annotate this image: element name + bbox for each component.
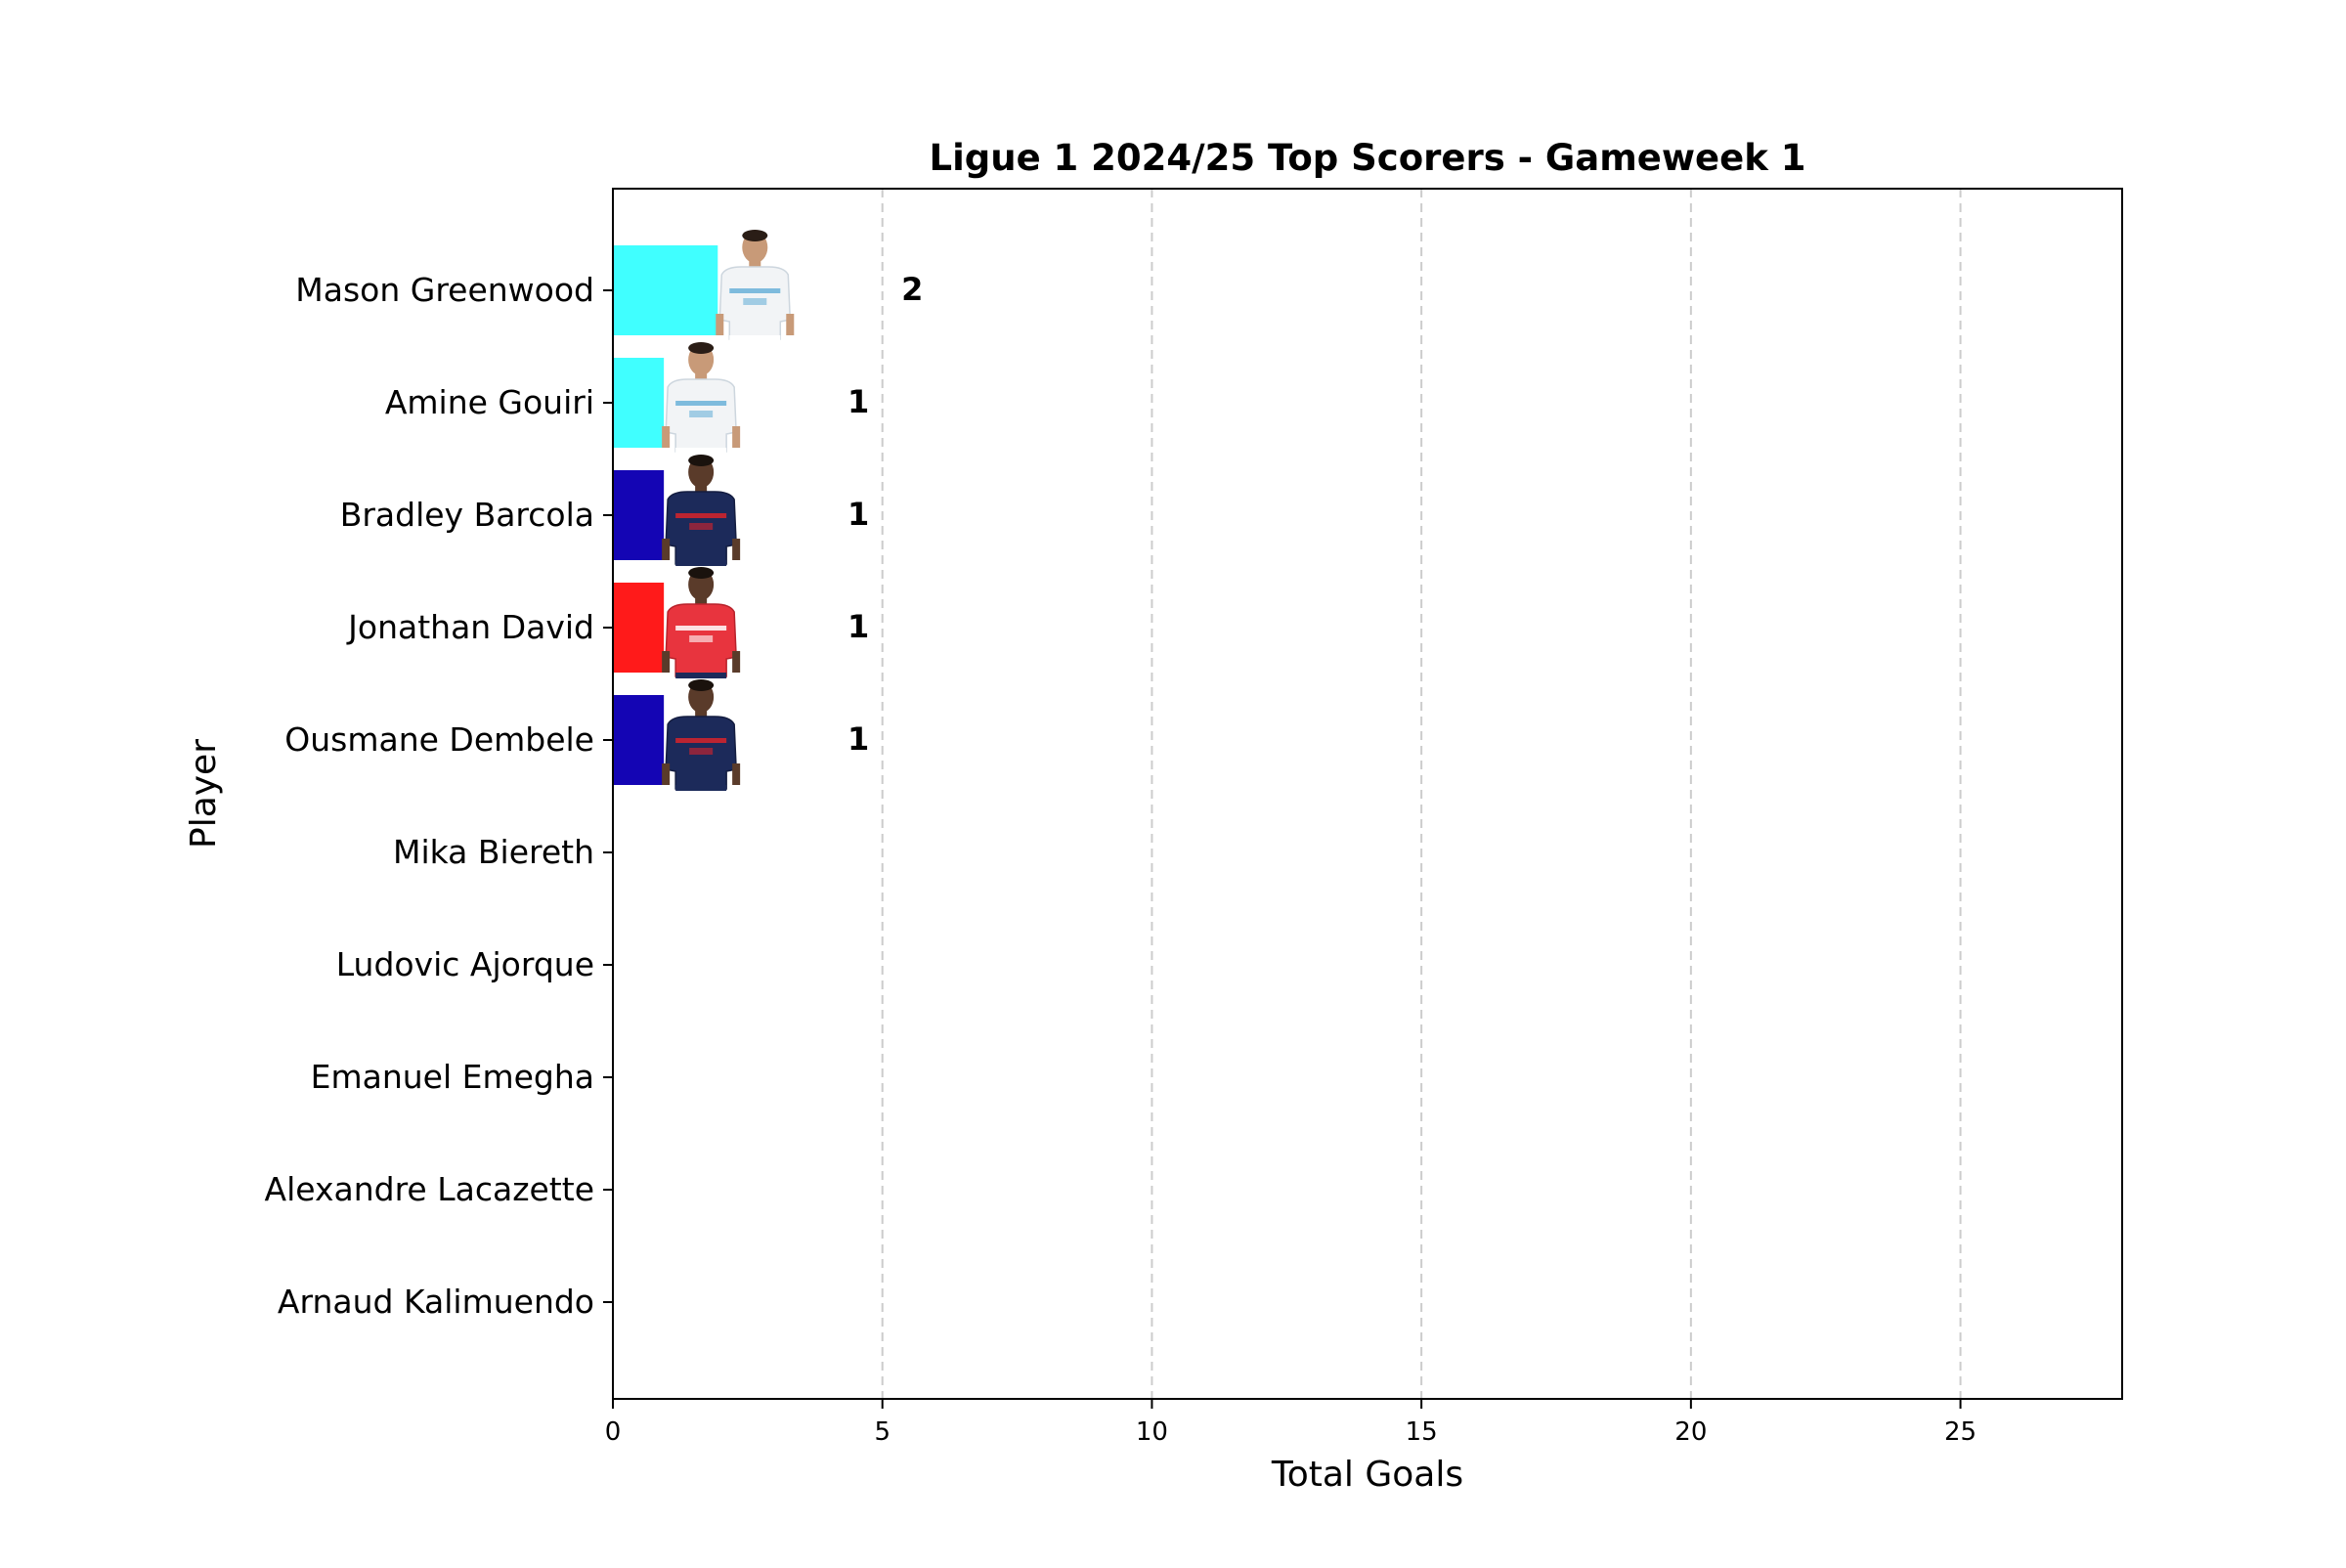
player-arm-right (732, 426, 741, 448)
y-tick-label: Mason Greenwood (295, 271, 594, 309)
shirt-stripe (675, 738, 727, 743)
y-tick-label: Ludovic Ajorque (336, 945, 594, 983)
shirt-sponsor (689, 635, 714, 642)
player-arm-left (662, 426, 671, 448)
player-hair (742, 230, 768, 241)
player-arm-right (786, 314, 795, 335)
player-photo-icon (662, 567, 741, 680)
player-neck (749, 261, 761, 269)
x-tick-label: 25 (1944, 1417, 1977, 1447)
x-tick-label: 15 (1406, 1417, 1438, 1447)
shirt-sponsor (743, 298, 767, 305)
plot-frame (612, 188, 2123, 1400)
x-tick-label: 10 (1136, 1417, 1168, 1447)
value-label: 1 (847, 383, 869, 420)
y-ticks-layer: Mason Greenwood Amine Gouiri Bradley Barco… (265, 271, 613, 1321)
y-tick-label: Arnaud Kalimuendo (278, 1283, 594, 1321)
player-shorts (675, 560, 727, 566)
player-shorts (675, 448, 727, 454)
chart-title: Ligue 1 2024/25 Top Scorers - Gameweek 1 (930, 137, 1806, 179)
player-photo-icon (662, 679, 741, 793)
shirt-stripe (729, 288, 781, 293)
player-photo-icon (662, 342, 741, 456)
player-neck (695, 711, 708, 719)
x-tick-label: 20 (1674, 1417, 1707, 1447)
bars-layer (613, 245, 721, 785)
value-labels-layer: 2 1 1 1 1 (847, 271, 923, 758)
player-shorts (729, 335, 781, 341)
value-label: 1 (847, 496, 869, 533)
x-axis-label: Total Goals (1271, 1455, 1463, 1495)
value-label: 1 (847, 720, 869, 758)
player-arm-left (662, 651, 671, 673)
player-neck (695, 598, 708, 606)
player-shorts (675, 785, 727, 791)
bar (613, 695, 668, 785)
bar (613, 583, 668, 673)
x-tick-label: 0 (605, 1417, 622, 1447)
player-neck (695, 486, 708, 494)
shirt-stripe (675, 513, 727, 518)
y-tick-label: Emanuel Emegha (311, 1058, 594, 1096)
y-axis-label: Player (184, 739, 224, 849)
shirt-sponsor (689, 523, 714, 530)
y-tick-label: Amine Gouiri (385, 383, 594, 421)
shirt-sponsor (689, 748, 714, 755)
player-arm-right (732, 763, 741, 785)
shirt-sponsor (689, 411, 714, 417)
y-tick-label: Bradley Barcola (340, 496, 594, 534)
player-photo-icon (662, 455, 741, 568)
bar (613, 358, 668, 448)
player-hair (688, 679, 715, 691)
player-hair (688, 342, 715, 354)
player-shorts (675, 673, 727, 678)
x-tick-label: 5 (874, 1417, 891, 1447)
player-arm-left (662, 763, 671, 785)
value-label: 1 (847, 608, 869, 645)
player-arm-left (662, 539, 671, 560)
player-hair (688, 567, 715, 579)
player-hair (688, 455, 715, 466)
player-arm-right (732, 651, 741, 673)
bar (613, 470, 668, 560)
photos-layer (662, 230, 795, 793)
player-neck (695, 373, 708, 381)
y-tick-label: Ousmane Dembele (284, 720, 594, 759)
value-label: 2 (901, 271, 923, 308)
shirt-stripe (675, 401, 727, 406)
x-ticks-layer: 0 5 10 15 20 25 (605, 1399, 1977, 1447)
grid-layer (881, 189, 1962, 1399)
player-photo-icon (716, 230, 795, 343)
bar (613, 245, 721, 335)
shirt-stripe (675, 626, 727, 631)
player-arm-left (716, 314, 724, 335)
y-tick-label: Jonathan David (346, 608, 594, 646)
y-tick-label: Alexandre Lacazette (265, 1170, 595, 1208)
player-arm-right (732, 539, 741, 560)
y-tick-label: Mika Biereth (393, 833, 594, 871)
